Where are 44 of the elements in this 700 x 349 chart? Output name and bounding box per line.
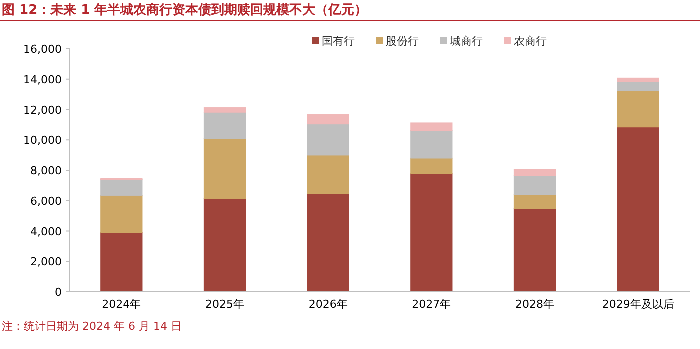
y-tick-label: 12,000 xyxy=(24,104,62,117)
bar xyxy=(617,90,660,128)
y-tick-label: 6,000 xyxy=(30,194,62,208)
y-tick-label: 2,000 xyxy=(30,256,62,269)
bar xyxy=(100,179,143,196)
bar xyxy=(617,126,660,292)
bar xyxy=(410,122,453,132)
x-tick-label: 2027年 xyxy=(412,298,452,311)
bar xyxy=(617,81,660,92)
chart-title: 图 12：未来 1 年半城农商行资本债到期赎回规模不大（亿元） xyxy=(2,2,368,18)
bar xyxy=(514,169,556,176)
y-tick-label: 0 xyxy=(55,286,62,299)
bar xyxy=(100,232,143,292)
legend-label: 国有行 xyxy=(322,35,355,48)
legend-label: 城商行 xyxy=(449,35,483,48)
bar xyxy=(307,114,350,125)
bar xyxy=(514,175,556,196)
bar xyxy=(410,130,453,159)
text: 注：统计日期为 2024 年 6 月 14 日 xyxy=(2,320,182,333)
y-tick-label: 4,000 xyxy=(30,225,62,238)
bar xyxy=(204,138,246,199)
y-tick-label: 10,000 xyxy=(24,134,62,148)
x-tick-label: 2029年及以后 xyxy=(602,298,674,311)
bar xyxy=(307,154,350,194)
bar xyxy=(617,78,660,82)
bar xyxy=(410,174,453,292)
bar xyxy=(514,208,556,292)
bar xyxy=(100,195,143,234)
bar xyxy=(410,158,453,174)
bar xyxy=(204,112,246,140)
bar xyxy=(307,124,350,156)
x-tick-label: 2028年 xyxy=(516,298,554,311)
bar xyxy=(204,108,246,113)
legend-label: 农商行 xyxy=(514,35,547,48)
bar xyxy=(514,194,556,210)
y-tick-label: 14,000 xyxy=(24,73,62,86)
x-tick-label: 2025年 xyxy=(206,298,244,311)
x-tick-label: 2024年 xyxy=(102,298,142,311)
bar xyxy=(204,198,246,292)
x-tick-label: 2026年 xyxy=(308,298,348,311)
y-tick-label: 8,000 xyxy=(30,164,62,178)
y-tick-label: 16,000 xyxy=(24,43,62,56)
legend-label: 股份行 xyxy=(386,35,419,48)
bar xyxy=(307,193,350,292)
